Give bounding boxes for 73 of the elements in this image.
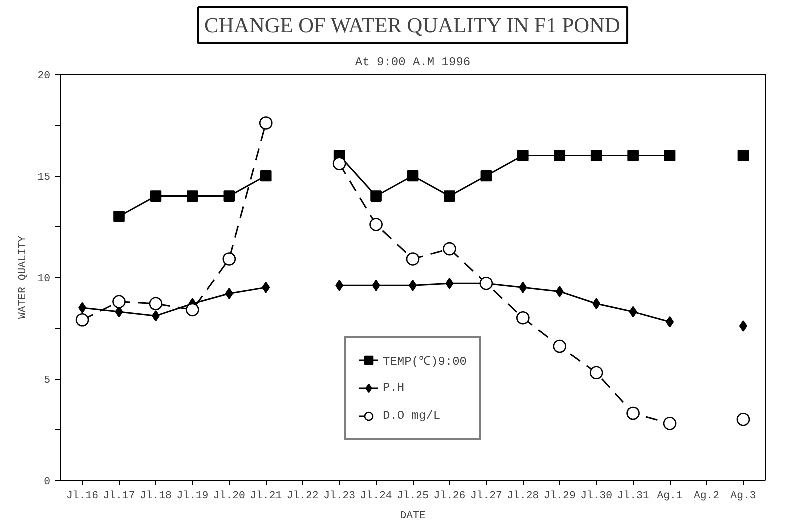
- y-tick-label: 5: [44, 375, 51, 387]
- y-tick-label: 0: [44, 476, 51, 488]
- x-tick-label: Jl.21: [250, 490, 282, 502]
- point: [446, 278, 454, 290]
- point: [407, 170, 419, 182]
- point: [444, 190, 456, 202]
- point: [149, 297, 163, 311]
- point: [78, 302, 87, 314]
- point: [629, 306, 638, 318]
- x-tick-label: Jl.30: [580, 490, 613, 502]
- point: [518, 150, 529, 162]
- chart-subtitle: At 9:00 A.M 1996: [355, 56, 471, 70]
- point: [406, 252, 420, 266]
- point: [224, 190, 236, 202]
- point: [664, 150, 676, 162]
- x-tick-label: Jl.17: [103, 490, 136, 502]
- point: [150, 190, 162, 202]
- point: [590, 366, 604, 380]
- point: [480, 170, 492, 182]
- x-tick-label: Jl.28: [507, 490, 540, 502]
- x-tick-label: Jl.29: [544, 490, 576, 502]
- point: [114, 210, 125, 222]
- x-tick-label: Jl.25: [397, 490, 429, 502]
- point: [590, 150, 602, 162]
- x-tick-label: Jl.26: [434, 490, 466, 502]
- point: [443, 242, 456, 256]
- x-tick-label: Ag.2: [694, 490, 720, 502]
- point: [370, 218, 383, 232]
- point: [556, 286, 564, 298]
- point: [738, 150, 750, 162]
- x-tick-label: Jl.20: [213, 490, 246, 502]
- point: [186, 303, 200, 317]
- legend-label: P.H: [382, 381, 405, 395]
- point: [516, 311, 530, 325]
- chart-title: CHANGE OF WATER QUALITY IN F1 POND: [204, 14, 620, 38]
- point: [554, 150, 566, 162]
- point: [76, 313, 90, 327]
- x-tick-label: Jl.18: [140, 490, 172, 502]
- x-axis-title: DATE: [400, 510, 426, 522]
- point: [663, 417, 677, 430]
- point: [626, 406, 640, 420]
- point: [519, 282, 528, 294]
- x-tick-label: Ag.3: [730, 490, 756, 502]
- y-axis-title: WATER QUALITY: [18, 235, 30, 320]
- point: [152, 310, 160, 322]
- legend-label: D.O mg/L: [382, 409, 441, 423]
- point: [225, 288, 234, 300]
- point: [262, 282, 270, 294]
- point: [372, 280, 380, 292]
- x-tick-label: Jl.24: [360, 490, 392, 502]
- x-tick-label: Jl.31: [617, 490, 650, 502]
- point: [332, 157, 346, 170]
- x-tick-label: Ag.1: [657, 490, 683, 502]
- legend-label: TEMP(℃)9:00: [382, 354, 468, 368]
- y-tick-label: 15: [38, 172, 51, 184]
- point: [666, 316, 674, 328]
- y-tick-label: 10: [38, 274, 51, 286]
- x-tick-label: Jl.23: [324, 490, 356, 502]
- x-tick-label: Jl.27: [470, 490, 502, 502]
- point: [739, 320, 748, 332]
- point: [553, 340, 567, 354]
- point: [628, 150, 639, 162]
- x-tick-label: Jl.19: [176, 490, 209, 502]
- point: [370, 190, 382, 202]
- point: [222, 252, 236, 266]
- x-tick-label: Jl.16: [66, 490, 99, 502]
- y-tick-label: 20: [38, 70, 51, 82]
- x-tick-label: Jl.22: [286, 490, 319, 502]
- point: [592, 298, 601, 310]
- point: [336, 280, 344, 292]
- point: [187, 190, 198, 202]
- point: [112, 295, 126, 308]
- point: [260, 170, 272, 182]
